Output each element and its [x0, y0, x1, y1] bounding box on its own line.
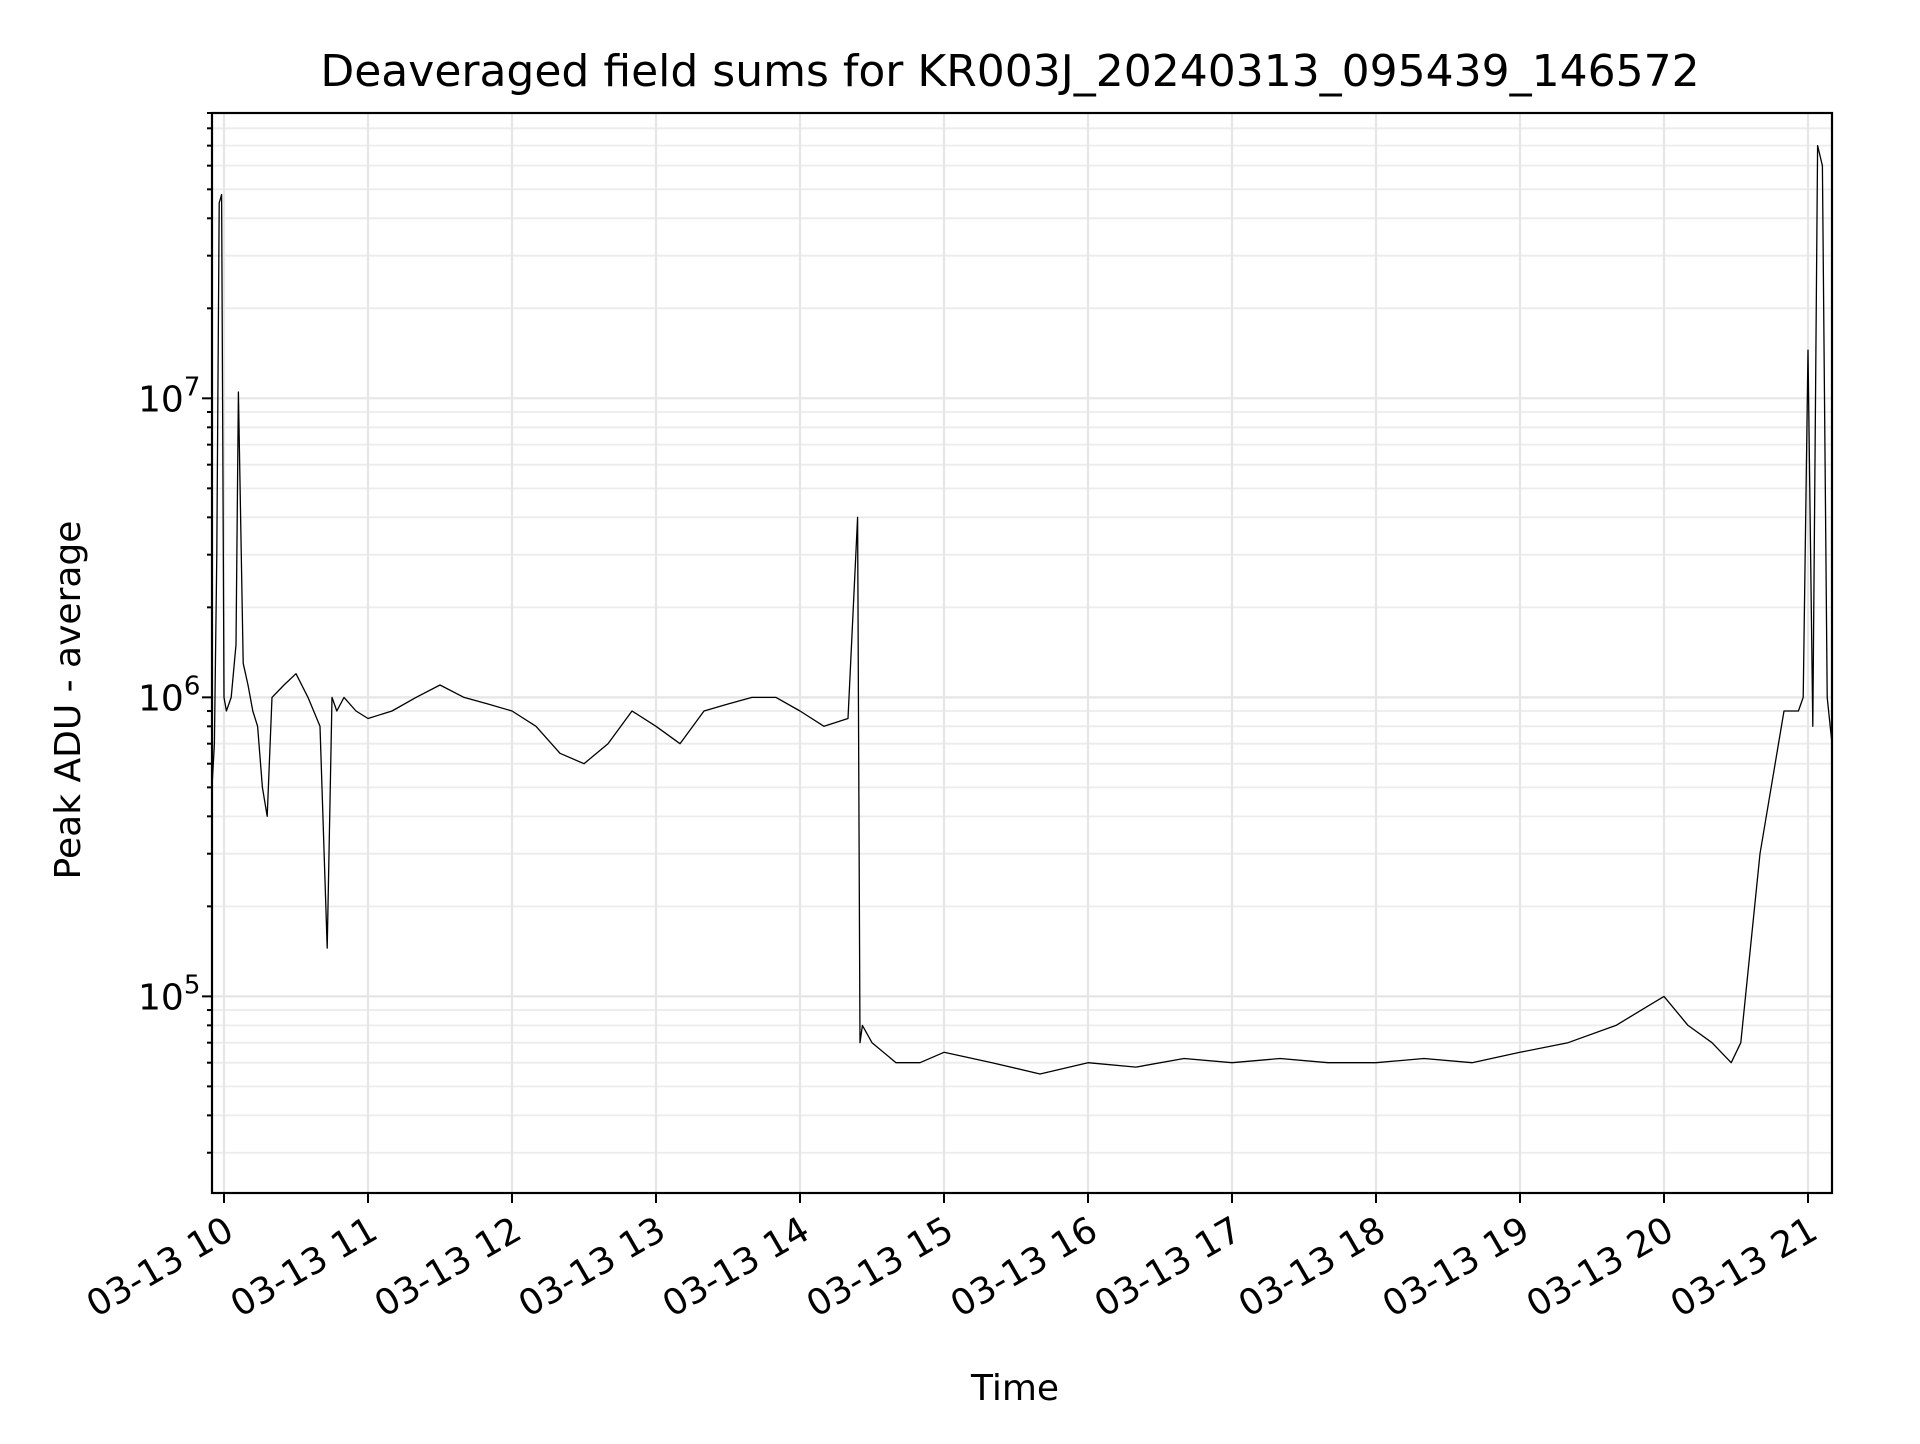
- x-tick-label: 03-13 10: [80, 1209, 241, 1325]
- x-tick-label: 03-13 14: [656, 1209, 817, 1325]
- y-tick-label: 105: [138, 970, 200, 1018]
- x-tick-label: 03-13 17: [1088, 1209, 1249, 1325]
- plot-frame: [210, 111, 1834, 1195]
- x-tick-label: 03-13 12: [368, 1209, 529, 1325]
- chart-title: Deaveraged field sums for KR003J_2024031…: [320, 46, 1699, 97]
- series-layer: [211, 144, 1833, 1075]
- x-tick-label: 03-13 15: [800, 1209, 961, 1325]
- x-tick-label: 03-13 21: [1664, 1209, 1825, 1325]
- x-tick-label: 03-13 19: [1376, 1209, 1537, 1325]
- series-line-0: [211, 144, 1833, 1075]
- y-axis-label: Peak ADU - average: [48, 521, 89, 880]
- x-tick-label: 03-13 20: [1520, 1209, 1681, 1325]
- x-tick-label: 03-13 16: [944, 1209, 1105, 1325]
- y-axis: 105 106 107: [138, 112, 212, 1154]
- y-tick-label: 107: [138, 372, 200, 420]
- x-tick-label: 03-13 11: [224, 1209, 385, 1325]
- y-tick-label: 106: [138, 671, 200, 719]
- x-tick-label: 03-13 18: [1232, 1209, 1393, 1325]
- x-axis-label: Time: [970, 1368, 1059, 1409]
- grid: [212, 112, 1832, 1193]
- x-tick-label: 03-13 13: [512, 1209, 673, 1325]
